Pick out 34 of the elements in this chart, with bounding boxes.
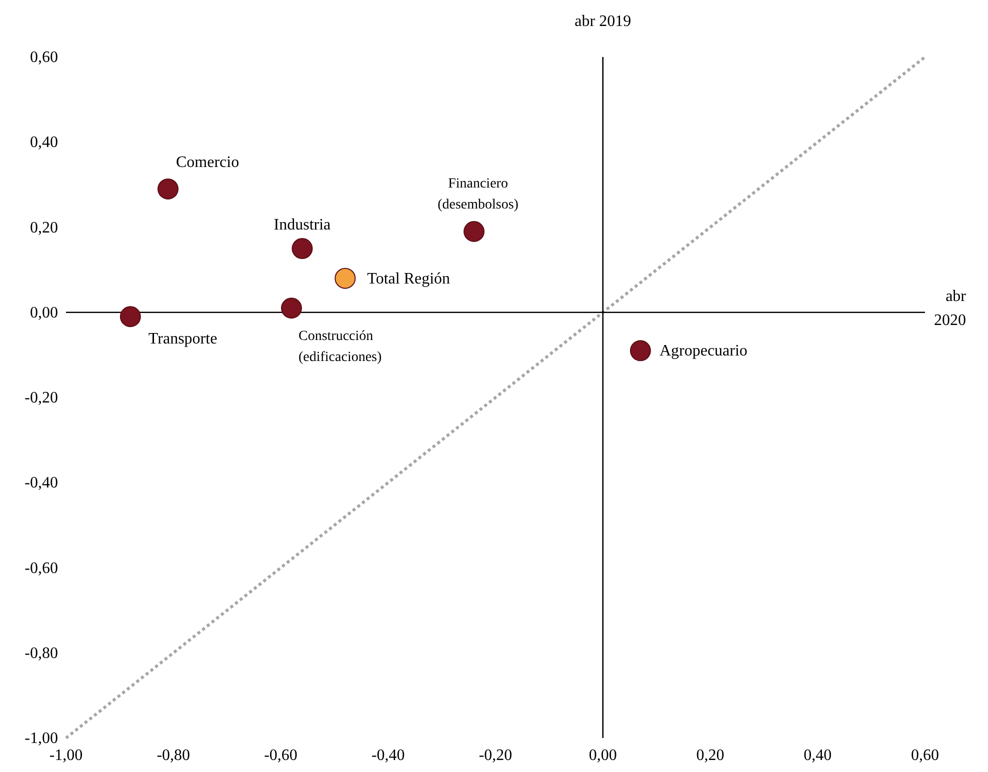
x-axis-title: abr 2020 xyxy=(934,288,967,329)
point xyxy=(158,178,179,200)
x-tick-label: 0,00 xyxy=(588,747,617,764)
x-tick-label: -0,60 xyxy=(264,747,298,764)
x-tick-label: -0,40 xyxy=(371,747,405,764)
point xyxy=(334,268,356,289)
point xyxy=(120,306,141,328)
y-tick-label: -1,00 xyxy=(24,730,58,747)
y-tick-label: 0,00 xyxy=(30,304,58,322)
y-tick-label: -0,60 xyxy=(24,560,58,577)
x-tick-label: 0,20 xyxy=(696,747,724,764)
y-tick-label: -0,40 xyxy=(24,474,58,492)
point xyxy=(464,221,485,242)
x-tick-label: -0,80 xyxy=(156,747,190,764)
y-tick-label: -0,80 xyxy=(24,644,58,662)
annotation: Transporte xyxy=(148,330,218,348)
y-tick-label: 0,60 xyxy=(30,49,58,66)
x-tick-label: -1,00 xyxy=(49,747,83,764)
y-tick-label: 0,40 xyxy=(30,134,58,152)
annotation: Construcción (edificaciones) xyxy=(298,329,382,366)
point xyxy=(292,238,313,260)
y-tick-label: -0,20 xyxy=(24,390,58,406)
annotation: Agropecuario xyxy=(659,342,748,360)
annotation: Industria xyxy=(274,216,331,234)
point xyxy=(630,340,651,362)
annotation: Comercio xyxy=(176,154,240,171)
y-tick-label: 0,20 xyxy=(30,219,58,236)
x-tick-label: 0,40 xyxy=(804,747,832,764)
annotation: Total Región xyxy=(367,270,450,288)
y-axis-title: abr 2019 xyxy=(574,13,632,30)
x-tick-label: -0,20 xyxy=(478,747,512,764)
annotation: Financiero (desembolsos) xyxy=(438,176,519,213)
point xyxy=(280,298,302,319)
x-tick-label: 0,60 xyxy=(911,747,939,764)
